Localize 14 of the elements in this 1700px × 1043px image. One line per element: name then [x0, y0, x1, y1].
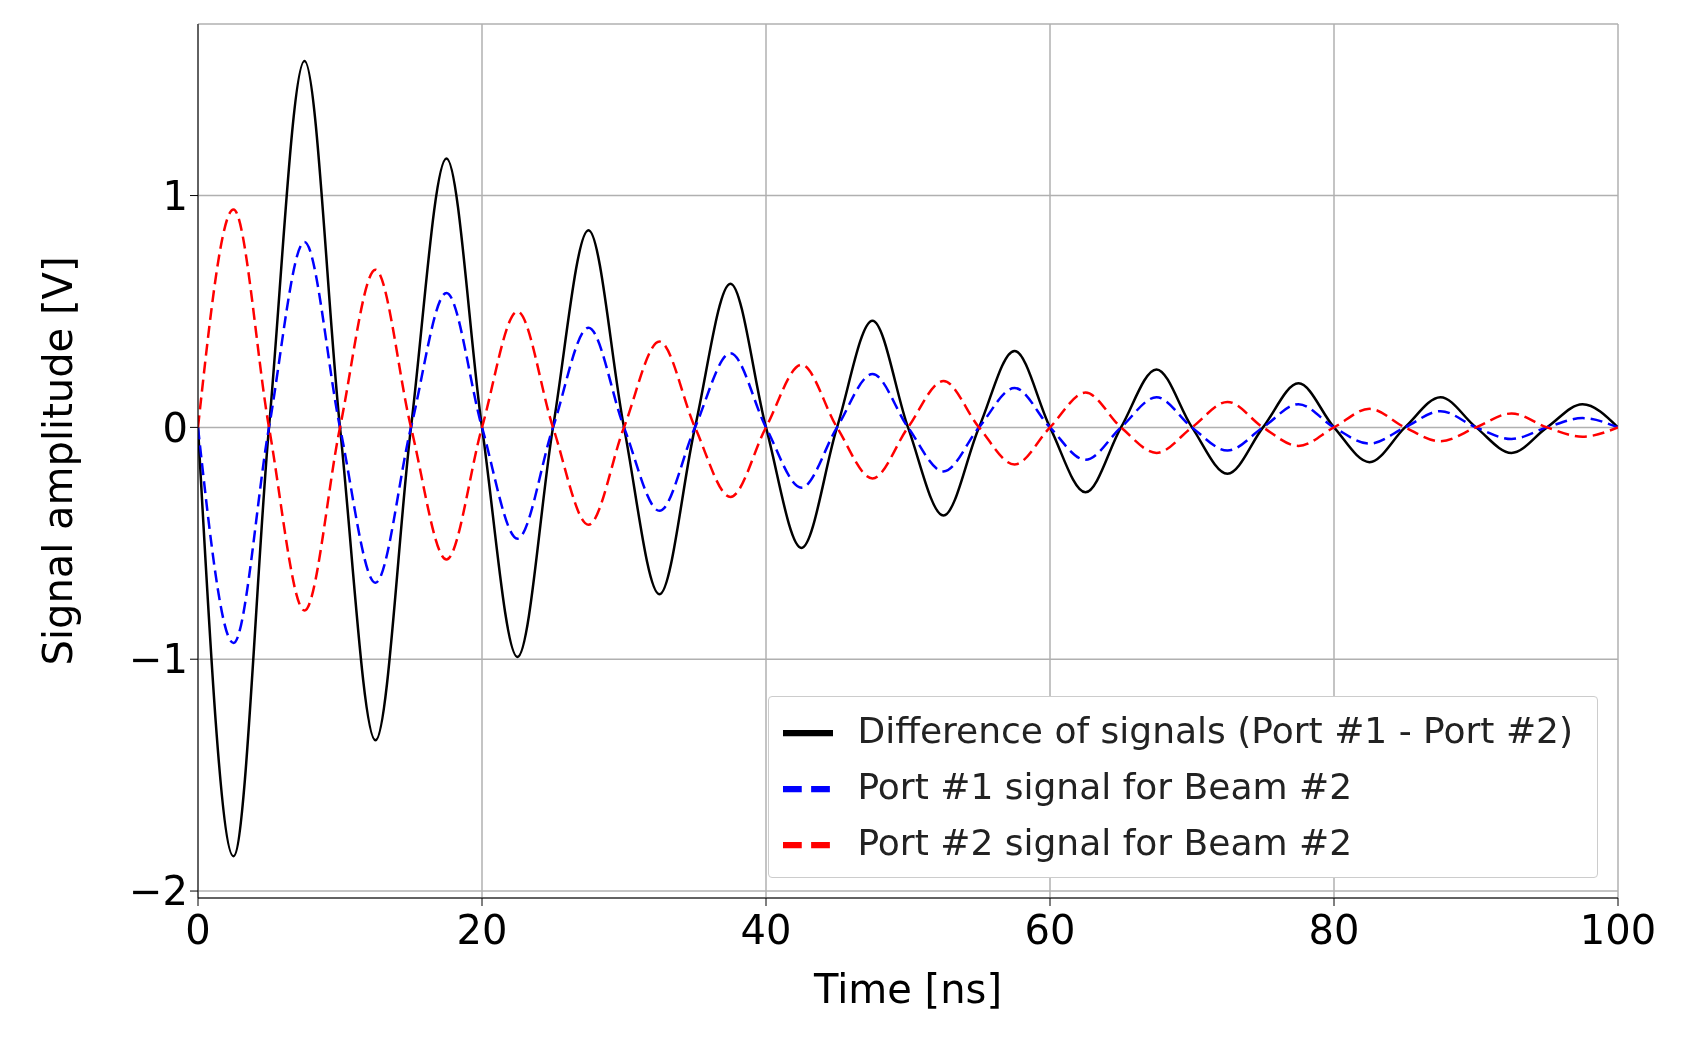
legend-label: Port #1 signal for Beam #2	[857, 766, 1353, 807]
y-tick-label: −1	[129, 636, 188, 683]
x-axis-title: Time [ns]	[812, 966, 1003, 1012]
y-tick-label: −2	[129, 868, 188, 915]
legend-label: Difference of signals (Port #1 - Port #2)	[857, 710, 1573, 751]
x-tick-label: 40	[740, 907, 792, 954]
x-tick-label: 20	[456, 907, 508, 954]
x-tick-label: 60	[1024, 907, 1076, 954]
x-tick-label: 100	[1579, 907, 1657, 954]
y-axis-title: Signal amplitude [V]	[35, 256, 82, 666]
legend-label: Port #2 signal for Beam #2	[857, 822, 1353, 863]
x-tick-label: 80	[1308, 907, 1360, 954]
y-tick-label: 1	[162, 172, 188, 219]
y-tick-label: 0	[162, 404, 188, 451]
